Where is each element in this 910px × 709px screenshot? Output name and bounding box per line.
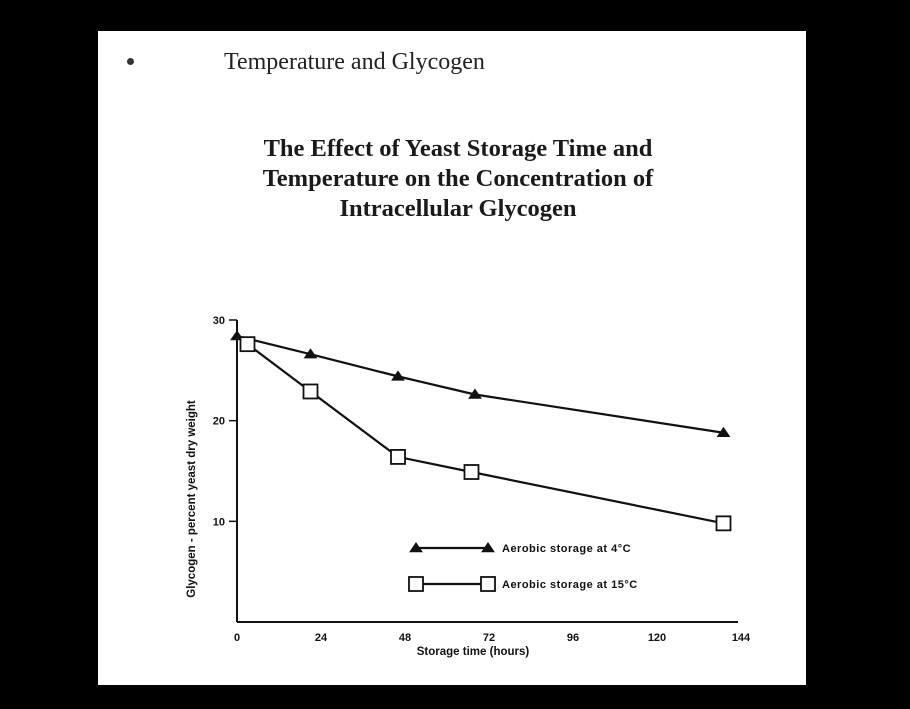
x-tick-label: 120 [648, 632, 666, 644]
square-marker [390, 449, 406, 465]
y-axis-label: Glycogen - percent yeast dry weight [186, 400, 198, 598]
square-marker [480, 576, 496, 592]
legend-label: Aerobic storage at 15°C [502, 579, 638, 591]
x-tick-label: 72 [483, 632, 495, 644]
legend: Aerobic storage at 4°C Aerobic storage at… [408, 542, 638, 592]
square-marker [239, 336, 256, 353]
y-tick-label: 10 [213, 516, 225, 528]
x-tick-label: 0 [234, 632, 240, 644]
square-marker [408, 576, 424, 592]
square-marker [715, 515, 732, 532]
triangle-marker [716, 426, 731, 437]
chart-title: The Effect of Yeast Storage Time and Tem… [158, 134, 758, 224]
square-marker [302, 383, 319, 400]
x-axis-label: Storage time (hours) [417, 646, 530, 658]
triangle-marker [409, 542, 423, 553]
y-tick-label: 20 [213, 416, 225, 428]
series-line-2 [246, 343, 724, 525]
x-tick-label: 144 [732, 632, 751, 644]
triangle-marker [303, 348, 318, 359]
chart-title-line-2: Temperature on the Concentration of [262, 165, 654, 192]
line-chart: 0 24 48 72 96 120 144 10 20 30 Aerobic storage at… [186, 315, 751, 658]
slide-title: Temperature and Glycogen [224, 49, 485, 75]
triangle-marker [391, 370, 405, 381]
legend-label: Aerobic storage at 4°C [502, 543, 631, 555]
series-group [230, 330, 732, 532]
chart-title-line-3: Intracellular Glycogen [339, 195, 577, 222]
triangle-marker [468, 388, 482, 399]
x-tick-label: 24 [315, 632, 328, 644]
triangle-marker [481, 542, 495, 553]
chart-title-line-1: The Effect of Yeast Storage Time and [263, 135, 653, 162]
y-tick-label: 30 [213, 315, 225, 327]
x-tick-label: 48 [399, 632, 411, 644]
bullet-icon [127, 58, 134, 65]
square-marker [463, 464, 480, 480]
slide: Temperature and Glycogen The Effect of Y… [98, 31, 806, 685]
axis-ticks: 0 24 48 72 96 120 144 10 20 30 [213, 315, 751, 644]
x-tick-label: 96 [567, 632, 579, 644]
